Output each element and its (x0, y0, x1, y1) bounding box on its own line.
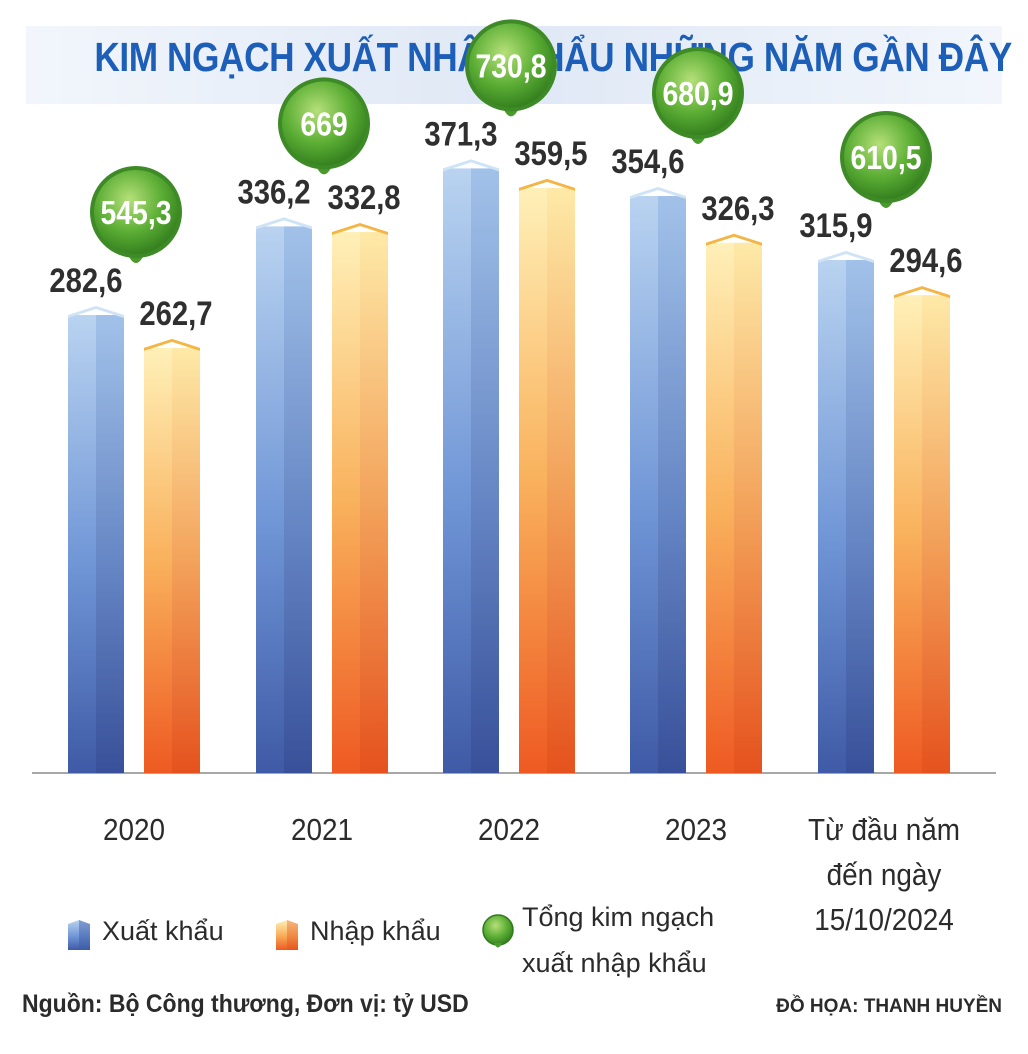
export-bar-cap (68, 306, 124, 319)
import-bar-cap (894, 286, 950, 299)
total-value-label: 669 (300, 105, 347, 143)
import-bar (519, 178, 575, 773)
source-note: Nguồn: Bộ Công thương, Đơn vị: tỷ USD (22, 990, 469, 1018)
category-label: 2023 (665, 813, 727, 848)
category-label: 2020 (103, 813, 165, 848)
import-bar-shade (172, 347, 200, 773)
category-label: 15/10/2024 (814, 903, 954, 938)
category-label: 2022 (478, 813, 540, 848)
total-value-label: 545,3 (100, 194, 171, 232)
total-value-label: 680,9 (662, 75, 733, 113)
export-value-label: 371,3 (424, 114, 497, 153)
import-legend-label: Nhập khẩu (310, 916, 441, 946)
export-bar-shade (471, 168, 499, 773)
import-value-label: 332,8 (327, 178, 400, 217)
total-bubble: 680,9 (652, 47, 744, 145)
export-bar (818, 250, 874, 774)
total-bubble-body (469, 23, 553, 108)
total-bubble: 545,3 (90, 166, 182, 264)
total-value-label: 610,5 (850, 139, 921, 177)
total-bubble-body (844, 114, 928, 199)
category-label: Từ đầu năm (808, 813, 960, 848)
total-legend-icon (482, 914, 514, 948)
import-bar-cap (144, 338, 200, 351)
total-legend-label: Tổng kim ngạch xuất nhập khẩu (522, 902, 715, 978)
total-bubble-body (94, 170, 178, 255)
export-bar-shade (846, 259, 874, 774)
export-value-label: 354,6 (611, 142, 684, 181)
import-bar-shade (734, 242, 762, 773)
export-bar-shade (284, 226, 312, 773)
export-bar (630, 187, 686, 773)
category-label: 2021 (291, 813, 353, 848)
export-bar-shade (658, 196, 686, 773)
import-value-label: 326,3 (701, 189, 774, 228)
import-bar (332, 223, 388, 774)
import-bar-shade (360, 232, 388, 774)
export-bar-cap (443, 159, 499, 172)
import-bar (706, 233, 762, 773)
import-value-label: 294,6 (889, 241, 962, 280)
total-value-label: 730,8 (475, 47, 546, 85)
import-bar-shade (922, 295, 950, 773)
export-bar-cap (630, 187, 686, 200)
graphic-credit: ĐỒ HỌA: THANH HUYỀN (776, 996, 1002, 1017)
import-bar-cap (519, 178, 575, 191)
export-value-label: 336,2 (237, 172, 310, 211)
total-bubble: 610,5 (840, 110, 932, 208)
export-bar (256, 217, 312, 773)
export-bar (68, 306, 124, 773)
category-label: đến ngày (827, 858, 942, 893)
total-bubble: 730,8 (465, 19, 557, 117)
export-legend-icon (68, 920, 90, 950)
total-bubble-body (282, 81, 366, 166)
total-bubble-body (656, 51, 740, 136)
import-bar-shade (547, 187, 575, 773)
import-bar (144, 338, 200, 773)
import-value-label: 262,7 (139, 294, 212, 333)
export-bar (443, 159, 499, 773)
total-bubble: 669 (278, 77, 370, 175)
import-bar (894, 286, 950, 773)
export-bar-cap (256, 217, 312, 230)
export-value-label: 315,9 (799, 206, 872, 245)
import-legend-icon (276, 920, 298, 950)
export-value-label: 282,6 (49, 261, 122, 300)
import-bar-cap (706, 233, 762, 246)
import-bar-cap (332, 223, 388, 236)
export-bar-shade (96, 315, 124, 773)
export-bar-cap (818, 250, 874, 263)
export-legend-label: Xuất khẩu (102, 916, 224, 946)
import-value-label: 359,5 (514, 134, 587, 173)
